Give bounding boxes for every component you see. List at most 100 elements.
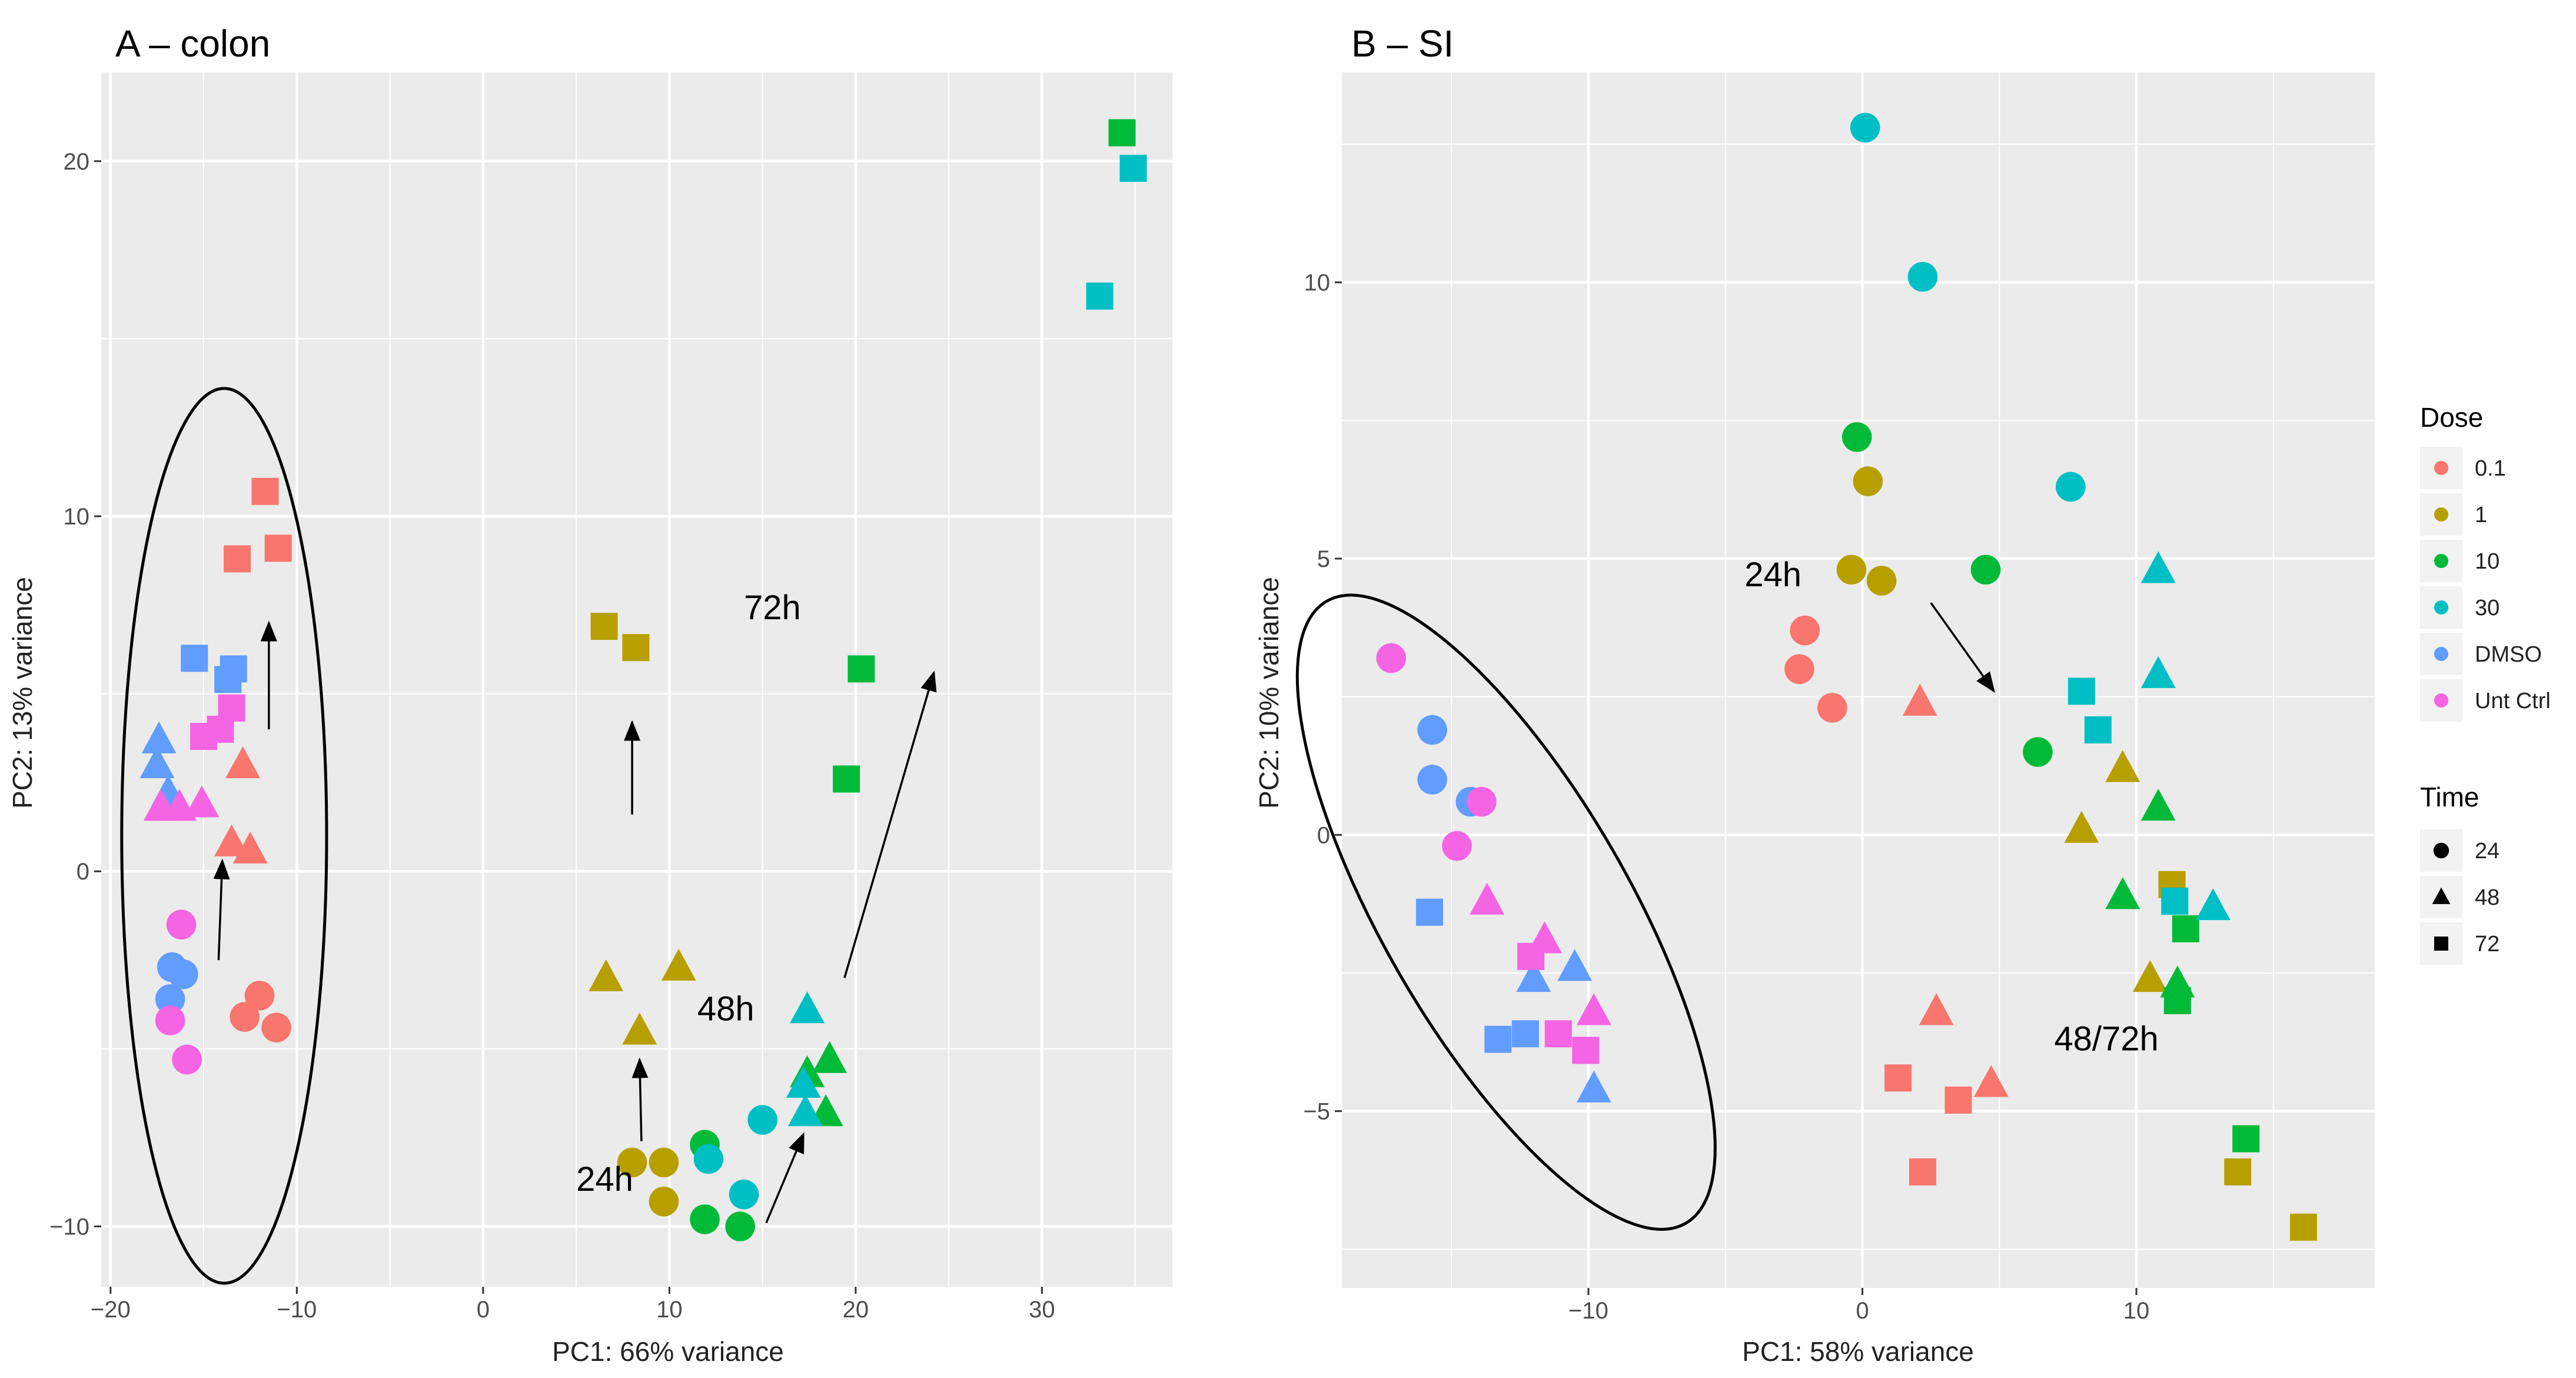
y-axis-title: PC2: 10% variance <box>1254 577 1284 809</box>
panel-si: −10 0 10 −5 0 5 10 24h 48/72h B – SI PC1: 58% v… <box>1254 22 2375 1367</box>
data-point <box>261 1012 291 1042</box>
data-point <box>589 959 624 991</box>
x-tick-label: −20 <box>91 1297 131 1323</box>
data-point <box>2224 1158 2252 1186</box>
data-point <box>1970 554 2001 585</box>
legend-dose-swatch <box>2434 600 2448 615</box>
data-point <box>2232 1125 2260 1153</box>
legend-time-title: Time <box>2420 782 2479 812</box>
data-points <box>139 119 1147 1241</box>
x-tick-label: 10 <box>656 1297 683 1323</box>
data-point <box>1784 654 1814 685</box>
data-point <box>2132 959 2168 992</box>
y-tick-label: 0 <box>1317 822 1330 848</box>
data-point <box>1484 1025 1512 1053</box>
data-point <box>690 1204 720 1234</box>
data-point <box>1909 1158 1936 1186</box>
data-point <box>264 534 292 562</box>
data-point <box>214 824 250 856</box>
data-point <box>168 959 198 989</box>
x-axis-title: PC1: 66% variance <box>552 1336 784 1367</box>
data-point <box>225 746 260 779</box>
y-tick-label: 20 <box>64 149 90 175</box>
data-point <box>617 1147 647 1178</box>
data-point <box>2068 678 2095 705</box>
data-point <box>1119 154 1147 182</box>
data-point <box>1467 786 1497 817</box>
data-point <box>1417 715 1447 745</box>
data-point <box>2055 471 2086 502</box>
data-point <box>1086 283 1114 310</box>
data-point <box>172 1044 202 1075</box>
data-point <box>2172 915 2199 942</box>
data-point <box>1470 882 1505 915</box>
data-point <box>693 1144 724 1174</box>
data-point <box>2289 1213 2317 1241</box>
trend-arrow <box>1930 602 1995 693</box>
data-point <box>1866 566 1897 596</box>
legend-dose-label: 0.1 <box>2475 456 2506 481</box>
control-group-ellipse <box>1295 593 1717 1231</box>
x-tick-label: 30 <box>1029 1297 1055 1323</box>
x-tick-label: 10 <box>2123 1298 2150 1324</box>
data-point <box>1919 993 1954 1025</box>
axis-ticks: −10 0 10 −5 0 5 10 <box>1303 270 2149 1324</box>
y-tick-label: −5 <box>1303 1099 1330 1125</box>
data-point <box>1557 949 1593 981</box>
data-point <box>184 785 220 818</box>
data-point <box>1544 1020 1572 1048</box>
time-annotation: 24h <box>576 1160 633 1198</box>
y-tick-label: 5 <box>1317 546 1330 572</box>
legend-time-swatch <box>2432 887 2451 904</box>
x-tick-label: 0 <box>477 1297 490 1323</box>
data-point <box>2195 888 2231 921</box>
legend-time-items: 24 48 72 <box>2420 829 2499 965</box>
data-point <box>1517 942 1545 970</box>
data-point <box>141 721 177 753</box>
gridlines <box>1342 72 2375 1288</box>
data-point <box>790 991 825 1024</box>
data-point <box>1902 683 1937 716</box>
data-point <box>1576 993 1611 1025</box>
data-point <box>812 1041 847 1073</box>
legend-dose-title: Dose <box>2420 402 2483 433</box>
x-tick-label: −10 <box>277 1297 317 1323</box>
data-point <box>139 746 175 779</box>
panel-title: B – SI <box>1351 22 1454 65</box>
data-point <box>232 831 268 864</box>
legend-dose-swatch <box>2434 461 2448 475</box>
panel-colon: −20 −10 0 10 20 30 −10 0 10 20 72h 48h 24h A – colo… <box>7 22 1172 1367</box>
time-annotation: 72h <box>744 589 801 627</box>
legend-dose-label: DMSO <box>2475 642 2542 667</box>
legend-dose-swatch <box>2434 647 2448 661</box>
y-tick-label: 0 <box>77 859 89 885</box>
data-point <box>847 655 875 683</box>
trend-arrow <box>765 1132 805 1224</box>
plot-background <box>1342 72 2375 1288</box>
y-tick-label: 10 <box>64 504 90 530</box>
data-point <box>155 984 185 1014</box>
data-point <box>1417 765 1447 795</box>
legend-dose-label: Unt Ctrl <box>2475 689 2551 713</box>
data-point <box>1415 898 1443 926</box>
time-annotation: 48h <box>697 990 754 1028</box>
legend-dose-label: 30 <box>2475 596 2499 620</box>
data-point <box>725 1211 755 1241</box>
data-point <box>2161 887 2189 915</box>
data-point <box>1442 831 1472 861</box>
data-point <box>1850 112 1880 143</box>
x-tick-label: 0 <box>1856 1298 1869 1324</box>
data-point <box>622 634 650 662</box>
trend-arrow <box>213 858 230 961</box>
data-point <box>833 765 860 793</box>
control-ellipse <box>120 387 328 1285</box>
data-point <box>244 981 275 1011</box>
control-group-ellipse <box>120 387 328 1285</box>
legend-dose-swatch <box>2434 554 2448 568</box>
data-point <box>1945 1086 1972 1114</box>
data-point <box>2140 656 2176 688</box>
data-point <box>2163 987 2191 1014</box>
data-points <box>1376 112 2317 1241</box>
data-point <box>2105 877 2140 909</box>
